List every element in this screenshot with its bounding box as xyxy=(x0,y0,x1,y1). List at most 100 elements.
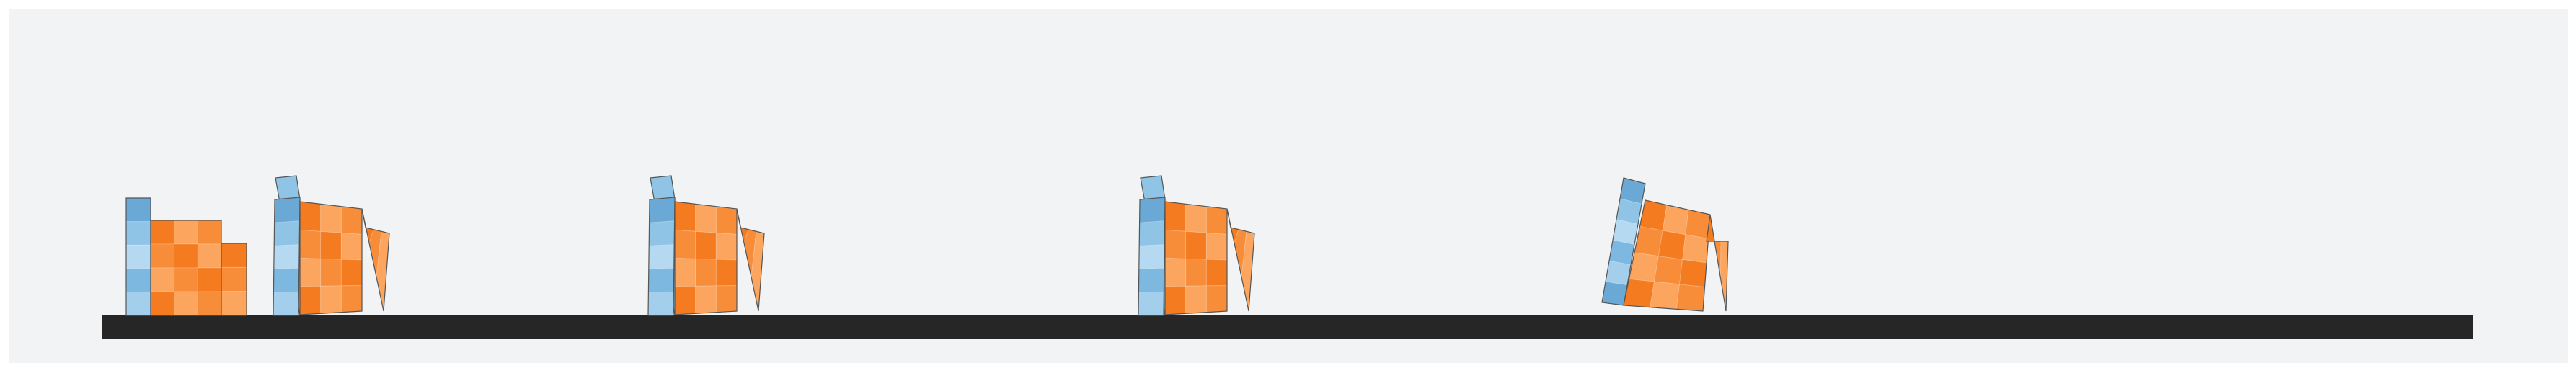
orange-body-main-cell xyxy=(1653,256,1683,285)
frame-4 xyxy=(1138,175,1255,316)
orange-body-left-cell xyxy=(150,267,175,292)
orange-body-main-cell xyxy=(1662,205,1689,235)
blue-limb-cell xyxy=(1605,260,1632,286)
orange-body-main-cell xyxy=(715,232,738,261)
soft-body-stage xyxy=(102,175,2473,339)
orange-body-main-cell xyxy=(674,229,696,259)
orange-body-left-cell xyxy=(197,267,222,292)
orange-body-main-outline xyxy=(299,201,363,315)
orange-body-main-cell xyxy=(695,230,717,260)
blue-limb-cell xyxy=(647,291,674,316)
orange-body-main-cell xyxy=(320,203,342,233)
blue-limb-cell xyxy=(648,220,676,246)
orange-body-main-cell xyxy=(1676,284,1706,312)
orange-body-left-cell xyxy=(174,291,198,316)
orange-body-left-cell xyxy=(174,267,198,292)
blue-limb-outline xyxy=(1138,197,1166,316)
blue-limb-cell xyxy=(125,244,151,269)
orange-body-main-cell xyxy=(1205,259,1228,287)
orange-body-main-cell xyxy=(1185,203,1207,233)
orange-body-tip-outline xyxy=(736,208,765,312)
orange-body-main-cell xyxy=(1185,258,1207,287)
orange-body-tip-outline xyxy=(1226,208,1255,312)
orange-body-left-cell xyxy=(150,291,175,316)
orange-body-main-cell xyxy=(320,230,342,260)
orange-body-main-cell xyxy=(340,206,363,235)
orange-body-left-cell xyxy=(174,220,198,245)
orange-body-left-cell xyxy=(174,243,198,269)
blue-limb-cell xyxy=(273,244,300,270)
blue-limb-cell xyxy=(1138,267,1165,293)
orange-body-main-outline xyxy=(674,201,738,315)
orange-body-left-cell xyxy=(197,291,222,316)
blue-limb-cell xyxy=(648,244,675,270)
blue-limb-cell xyxy=(1139,197,1166,223)
blue-limb-cell xyxy=(125,197,151,223)
orange-body-main-cell xyxy=(1678,259,1707,288)
simulation-viewport xyxy=(9,9,2568,363)
blue-limb-cell xyxy=(1601,281,1628,306)
orange-body-right-cell xyxy=(221,291,247,316)
orange-body-left-cell xyxy=(150,220,175,245)
orange-body-main-cell xyxy=(299,285,322,315)
orange-body-right-cell xyxy=(221,266,247,292)
orange-body-right-outline xyxy=(221,243,247,316)
orange-body-main-cell xyxy=(715,259,738,287)
orange-body-tip-outline xyxy=(361,208,390,312)
blue-limb-cell xyxy=(273,267,300,293)
blue-limb-outline xyxy=(273,197,301,316)
frame-2 xyxy=(273,175,390,316)
blue-limb-cell xyxy=(273,291,299,316)
orange-body-main-cell xyxy=(1164,229,1187,259)
orange-body-main-cell xyxy=(695,258,717,287)
blue-limb-cell xyxy=(125,221,151,246)
orange-body-main-cell xyxy=(1650,281,1681,310)
frame-5 xyxy=(1601,177,1729,312)
blue-limb-cell xyxy=(273,220,301,246)
blue-limb-cell xyxy=(1138,244,1165,270)
frame-initial xyxy=(125,197,247,316)
orange-body-main-cell xyxy=(1682,234,1709,264)
blue-limb-cell xyxy=(649,197,676,223)
orange-body-main-cell xyxy=(1164,257,1187,287)
blue-limb-cell xyxy=(1608,239,1635,266)
frames-group xyxy=(125,175,1729,316)
orange-body-right-cell xyxy=(221,243,247,268)
orange-body-main-cell xyxy=(340,232,363,261)
orange-body-main-cell xyxy=(320,285,342,314)
orange-body-main-cell xyxy=(715,284,738,313)
orange-body-main-cell xyxy=(320,258,342,287)
blue-limb-cell xyxy=(647,267,675,293)
orange-body-main-cell xyxy=(299,201,322,232)
orange-body-main-cell xyxy=(1205,206,1228,235)
blue-limb-cell xyxy=(1138,291,1164,316)
blue-limb-cell xyxy=(125,291,151,316)
orange-body-main-cell xyxy=(1164,201,1187,232)
orange-body-main-cell xyxy=(1185,230,1207,260)
orange-body-main-cell xyxy=(1205,232,1228,261)
orange-body-main-cell xyxy=(299,229,322,259)
orange-body-main-cell xyxy=(299,257,322,287)
orange-body-main-cell xyxy=(674,285,696,315)
blue-limb-cell xyxy=(274,197,301,223)
orange-body-left-cell xyxy=(197,220,222,245)
orange-body-main-cell xyxy=(695,285,717,314)
orange-body-main-outline xyxy=(1164,201,1228,315)
blue-limb-outline xyxy=(647,197,676,316)
orange-body-main-cell xyxy=(340,259,363,287)
orange-body-main-cell xyxy=(674,201,696,232)
blue-limb-cell xyxy=(125,268,151,292)
orange-body-main-cell xyxy=(1185,285,1207,314)
orange-body-main-cell xyxy=(1164,285,1187,315)
blue-limb-cell xyxy=(1138,220,1166,246)
orange-body-main-cell xyxy=(1205,284,1228,313)
orange-body-main-cell xyxy=(695,203,717,233)
orange-body-main-cell xyxy=(674,257,696,287)
ground-platform xyxy=(102,315,2473,339)
orange-body-left-cell xyxy=(150,243,175,269)
orange-body-main-cell xyxy=(340,284,363,313)
orange-body-main-cell xyxy=(715,206,738,235)
orange-body-main-cell xyxy=(1657,230,1686,260)
frame-3 xyxy=(647,175,765,316)
orange-body-tip-outline xyxy=(1706,214,1729,312)
